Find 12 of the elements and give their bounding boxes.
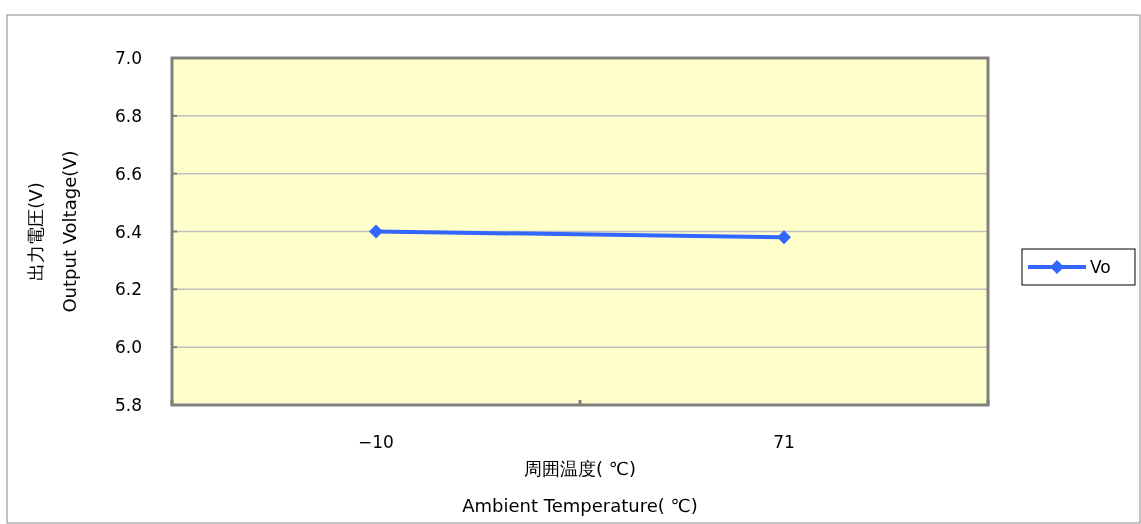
y-tick-label: 6.2 (114, 279, 142, 300)
y-axis-title: 出力電圧(V) Output Voltage(V) (25, 150, 80, 313)
x-tick-label: 71 (773, 432, 795, 452)
y-tick-label: 5.8 (114, 395, 142, 415)
y-tick-label: 6.8 (114, 105, 142, 126)
y-tick-label: 7.0 (114, 48, 142, 68)
y-tick-label: 6.4 (114, 221, 142, 242)
x-axis-title: 周囲温度( ℃) Ambient Temperature( ℃) (462, 458, 698, 516)
legend-label: Vo (1090, 257, 1111, 277)
x-tick-label: −10 (358, 432, 394, 452)
y-tick-label: 6.0 (114, 337, 142, 358)
y-tick-label: 6.6 (114, 163, 142, 184)
